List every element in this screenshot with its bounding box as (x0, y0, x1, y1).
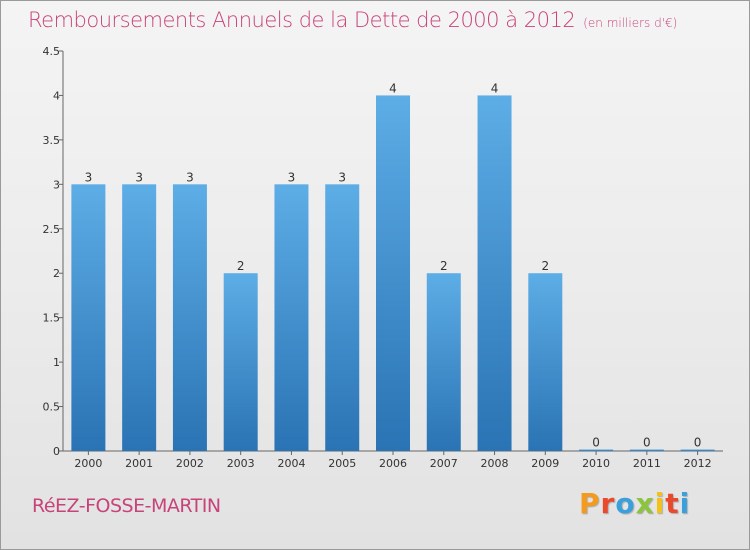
data-label: 2 (440, 259, 448, 273)
bar-2002 (172, 184, 207, 452)
y-tick-label: 3.5 (43, 134, 61, 147)
x-tick-label: 2012 (684, 457, 712, 470)
x-tick-label: 2006 (379, 457, 407, 470)
data-label: 0 (694, 436, 702, 450)
bar-2011 (629, 449, 664, 451)
x-tick-label: 2005 (328, 457, 356, 470)
logo-letter: i (679, 487, 691, 520)
data-label: 3 (186, 170, 194, 184)
bar-2005 (325, 184, 360, 452)
bar-2010 (579, 449, 614, 451)
x-tick-label: 2000 (74, 457, 102, 470)
bar-2001 (122, 184, 157, 452)
proxiti-logo[interactable]: Proxiti (579, 487, 690, 520)
data-label: 3 (338, 170, 346, 184)
y-tick-label: 2 (53, 267, 60, 280)
x-tick-label: 2010 (582, 457, 610, 470)
chart-title: Remboursements Annuels de la Dette de 20… (28, 8, 677, 32)
data-label: 0 (592, 436, 600, 450)
x-tick-label: 2011 (633, 457, 661, 470)
y-tick-label: 3 (53, 178, 60, 191)
data-label: 3 (135, 170, 143, 184)
bar-2003 (223, 273, 258, 451)
x-tick-label: 2007 (430, 457, 458, 470)
bar-2006 (376, 95, 410, 451)
chart-title-text: Remboursements Annuels de la Dette de 20… (28, 8, 576, 32)
data-label: 4 (389, 81, 397, 95)
y-tick-label: 4.5 (43, 45, 61, 58)
y-tick-label: 4 (53, 89, 60, 102)
logo-letter: r (600, 487, 616, 520)
y-tick-label: 0.5 (43, 401, 61, 414)
data-label: 3 (85, 170, 93, 184)
y-tick-label: 0 (53, 445, 60, 458)
data-label: 2 (237, 259, 245, 273)
chart-bars (71, 95, 715, 452)
bar-2004 (274, 184, 309, 452)
x-tick-label: 2002 (176, 457, 204, 470)
bar-2007 (426, 273, 461, 451)
x-tick-label: 2004 (277, 457, 305, 470)
y-tick-label: 1.5 (43, 312, 61, 325)
logo-letter: i (654, 487, 666, 520)
y-tick-label: 2.5 (43, 223, 61, 236)
logo-letter: x (635, 487, 655, 520)
bar-2012 (680, 449, 715, 451)
y-tick-label: 1 (53, 356, 60, 369)
x-tick-label: 2001 (125, 457, 153, 470)
chart-subtitle: (en milliers d'€) (583, 16, 678, 30)
logo-letter: P (579, 487, 601, 520)
bar-2009 (528, 273, 563, 451)
logo-letter: o (615, 487, 636, 520)
x-tick-label: 2003 (227, 457, 255, 470)
bar-2008 (477, 95, 512, 451)
x-tick-label: 2009 (531, 457, 559, 470)
chart-labels: 2000320013200232003220043200532006420072… (74, 81, 711, 470)
data-label: 3 (288, 170, 296, 184)
data-label: 2 (541, 259, 549, 273)
commune-name: RéEZ-FOSSE-MARTIN (32, 495, 221, 517)
x-tick-label: 2008 (481, 457, 509, 470)
logo-letter: t (665, 487, 680, 520)
data-label: 4 (491, 81, 499, 95)
bar-2000 (71, 184, 106, 452)
data-label: 0 (643, 436, 651, 450)
